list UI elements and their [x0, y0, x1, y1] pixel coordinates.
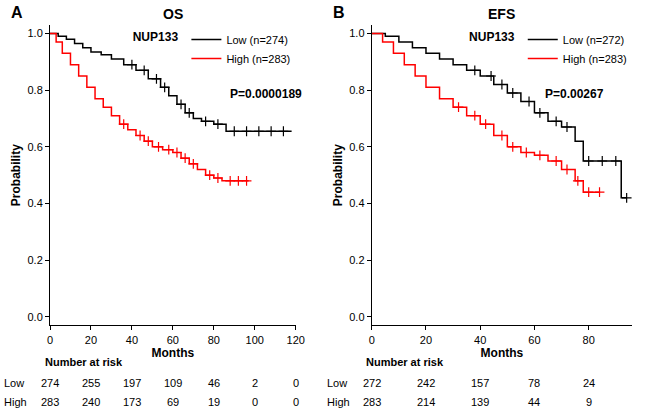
svg-text:P=0.0000189: P=0.0000189	[230, 87, 302, 101]
svg-text:0: 0	[293, 377, 299, 389]
svg-text:High (n=283): High (n=283)	[563, 53, 627, 65]
svg-text:60: 60	[167, 334, 179, 346]
svg-text:255: 255	[82, 377, 100, 389]
svg-text:40: 40	[474, 334, 486, 346]
svg-text:0.8: 0.8	[349, 84, 364, 96]
svg-text:40: 40	[126, 334, 138, 346]
svg-text:0: 0	[369, 334, 375, 346]
svg-text:240: 240	[82, 396, 100, 408]
svg-text:283: 283	[41, 396, 59, 408]
svg-text:High (n=283): High (n=283)	[226, 53, 290, 65]
svg-text:B: B	[333, 4, 345, 21]
svg-text:Number at risk: Number at risk	[366, 356, 444, 368]
svg-text:242: 242	[417, 377, 435, 389]
svg-text:0: 0	[293, 396, 299, 408]
svg-text:24: 24	[583, 377, 595, 389]
svg-text:EFS: EFS	[488, 6, 515, 22]
svg-text:272: 272	[363, 377, 381, 389]
svg-text:1.0: 1.0	[349, 27, 364, 39]
svg-text:120: 120	[287, 334, 305, 346]
svg-text:0.6: 0.6	[349, 141, 364, 153]
svg-text:Low: Low	[4, 377, 24, 389]
svg-text:60: 60	[528, 334, 540, 346]
svg-text:0.8: 0.8	[28, 84, 43, 96]
svg-text:High: High	[327, 396, 350, 408]
svg-text:2: 2	[252, 377, 258, 389]
svg-text:1.0: 1.0	[28, 27, 43, 39]
svg-text:0: 0	[47, 334, 53, 346]
svg-text:0.0: 0.0	[28, 311, 43, 323]
svg-text:OS: OS	[163, 6, 183, 22]
svg-text:9: 9	[586, 396, 592, 408]
svg-text:80: 80	[583, 334, 595, 346]
svg-text:0.4: 0.4	[28, 197, 43, 209]
svg-text:69: 69	[167, 396, 179, 408]
svg-text:Low (n=272): Low (n=272)	[563, 34, 624, 46]
svg-text:Number at risk: Number at risk	[45, 356, 123, 368]
svg-text:0.0: 0.0	[349, 311, 364, 323]
svg-text:20: 20	[85, 334, 97, 346]
svg-text:173: 173	[123, 396, 141, 408]
svg-text:0.4: 0.4	[349, 197, 364, 209]
svg-text:Low (n=274): Low (n=274)	[226, 34, 287, 46]
svg-text:High: High	[4, 396, 27, 408]
svg-text:44: 44	[528, 396, 540, 408]
svg-text:0.2: 0.2	[349, 254, 364, 266]
svg-text:19: 19	[208, 396, 220, 408]
svg-text:78: 78	[528, 377, 540, 389]
svg-text:A: A	[11, 4, 23, 21]
svg-text:0.2: 0.2	[28, 254, 43, 266]
svg-text:80: 80	[208, 334, 220, 346]
svg-text:P=0.00267: P=0.00267	[545, 87, 604, 101]
svg-text:283: 283	[363, 396, 381, 408]
svg-text:Months: Months	[481, 346, 524, 360]
svg-text:Months: Months	[152, 346, 195, 360]
svg-text:100: 100	[246, 334, 264, 346]
svg-text:139: 139	[471, 396, 489, 408]
svg-text:NUP133: NUP133	[469, 30, 515, 44]
svg-text:NUP133: NUP133	[133, 30, 179, 44]
svg-text:109: 109	[164, 377, 182, 389]
svg-text:Probability: Probability	[9, 144, 23, 206]
svg-text:214: 214	[417, 396, 435, 408]
svg-text:Low: Low	[327, 377, 347, 389]
svg-text:0: 0	[252, 396, 258, 408]
svg-text:20: 20	[420, 334, 432, 346]
svg-text:274: 274	[41, 377, 59, 389]
svg-text:157: 157	[471, 377, 489, 389]
svg-text:46: 46	[208, 377, 220, 389]
svg-text:0.6: 0.6	[28, 141, 43, 153]
svg-text:197: 197	[123, 377, 141, 389]
svg-text:Probability: Probability	[331, 144, 345, 206]
